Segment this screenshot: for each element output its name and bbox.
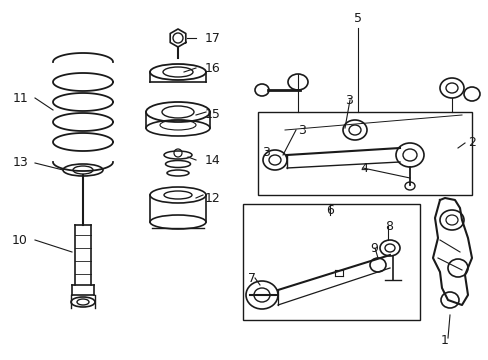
Text: 5: 5 [353, 12, 361, 24]
Text: 10: 10 [12, 234, 28, 247]
Text: 11: 11 [12, 91, 28, 104]
Text: 3: 3 [297, 123, 305, 136]
Text: 13: 13 [12, 157, 28, 170]
Text: 9: 9 [369, 242, 377, 255]
Text: 1: 1 [440, 333, 448, 346]
Text: 3: 3 [262, 147, 269, 159]
Text: 17: 17 [204, 31, 221, 45]
Text: 3: 3 [345, 94, 352, 107]
Bar [243, 204, 419, 320]
Text: 6: 6 [325, 203, 333, 216]
Bar [258, 112, 471, 195]
Text: 2: 2 [467, 136, 475, 149]
Text: 4: 4 [359, 162, 367, 175]
Text: 15: 15 [204, 108, 221, 122]
Text: 7: 7 [247, 271, 256, 284]
Text: 16: 16 [204, 62, 220, 75]
Text: 12: 12 [204, 192, 220, 204]
Text: 8: 8 [384, 220, 392, 233]
Text: 14: 14 [204, 153, 220, 166]
